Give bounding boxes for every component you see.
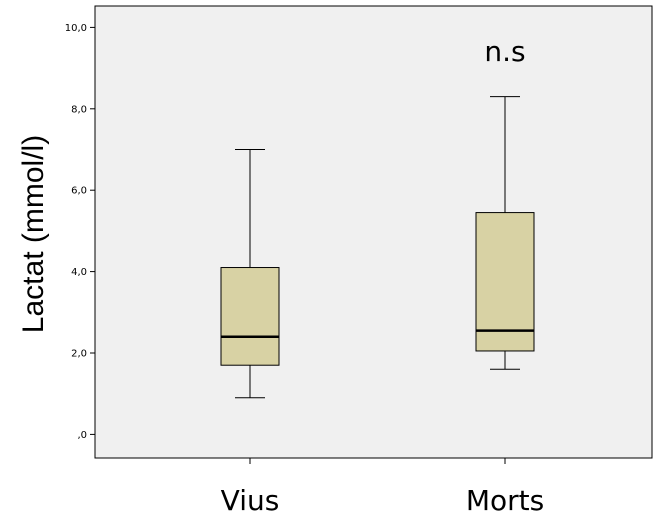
box-morts [475,96,535,370]
y-tick-label: 8,0 [71,104,87,115]
annotation-ns: n.s [484,35,525,68]
plot-area [94,5,653,459]
y-tick-label: 4,0 [71,267,87,278]
y-tick-label: 10,0 [65,23,87,34]
x-tick-label-morts: Morts [466,484,544,517]
x-axis: Vius Morts [221,458,544,517]
y-tick-label: 2,0 [71,349,87,360]
boxes-group [220,96,535,399]
box-vius [220,149,280,399]
y-tick-label: ,0 [77,430,87,441]
iqr-box [475,212,535,352]
x-tick-label-vius: Vius [221,484,280,517]
iqr-box [220,267,280,366]
y-axis-label: Lactat (mmol/l) [17,135,50,333]
y-axis: ,0 2,0 4,0 6,0 8,0 10,0 [65,23,95,441]
y-tick-label: 6,0 [71,186,87,197]
